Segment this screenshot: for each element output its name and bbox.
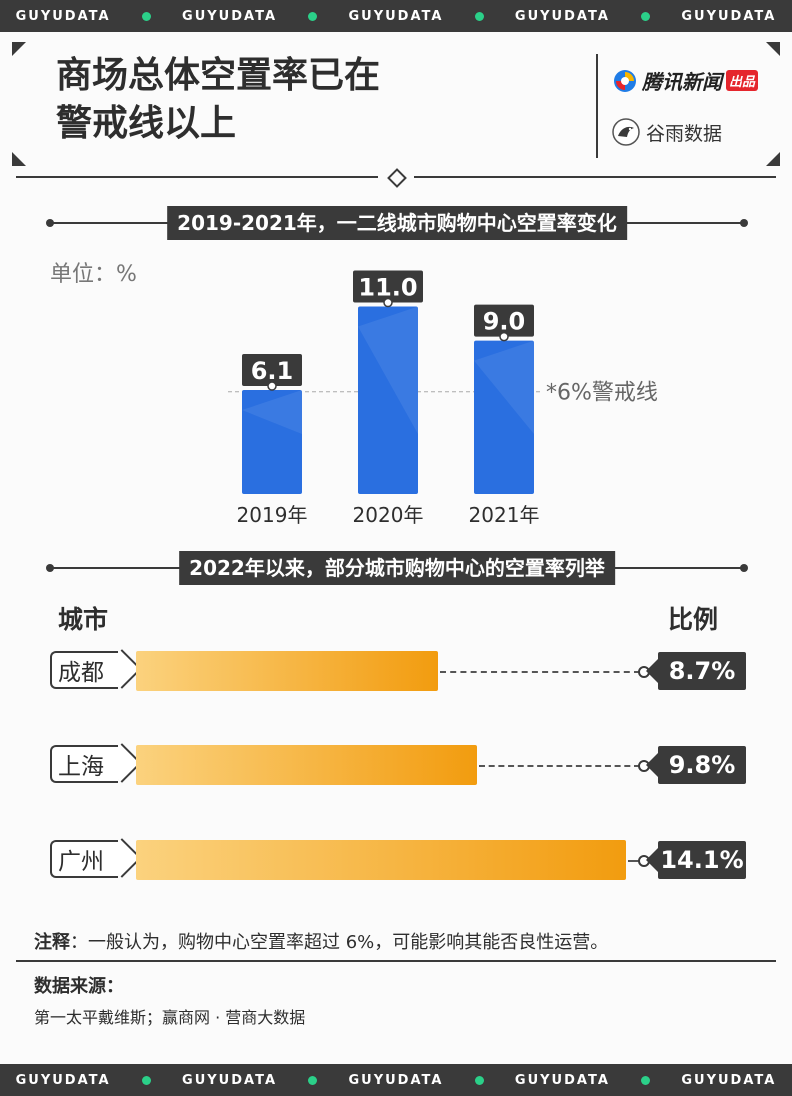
page-title: 商场总体空置率已在 警戒线以上 bbox=[56, 52, 486, 148]
green-dot-icon bbox=[141, 11, 151, 21]
strip-text: GUYUDATA bbox=[348, 8, 444, 24]
green-dot-icon bbox=[641, 1075, 651, 1085]
value-marker bbox=[499, 331, 509, 342]
note-text: ：一般认为，购物中心空置率超过 6%，可能影响其能否良性运营。 bbox=[70, 932, 609, 953]
bar-highlight bbox=[242, 390, 302, 434]
tencent-logo-text: 腾讯新闻 bbox=[642, 70, 722, 94]
value-marker bbox=[267, 381, 277, 391]
category-label: 2020年 bbox=[353, 503, 424, 527]
vacancy-value: 8.7% bbox=[646, 652, 746, 690]
title-line-2: 警戒线以上 bbox=[56, 103, 237, 144]
header-divider bbox=[414, 176, 776, 178]
city-name: 广州 bbox=[58, 849, 104, 875]
reference-line-label: *6%警戒线 bbox=[546, 381, 658, 406]
vacancy-trend-chart: *6%警戒线 6.1 2019年 11.0 2020年 9.0 2021年 bbox=[228, 270, 658, 527]
bar-leader-line bbox=[628, 860, 640, 862]
green-dot-icon bbox=[308, 11, 318, 21]
vacancy-bar bbox=[136, 745, 477, 785]
column-header-city: 城市 bbox=[58, 605, 109, 634]
green-dot-icon bbox=[141, 1075, 151, 1085]
title-line-1: 商场总体空置率已在 bbox=[56, 55, 381, 96]
value-label-box bbox=[353, 270, 423, 303]
corner-decoration bbox=[12, 152, 26, 166]
strip-text: GUYUDATA bbox=[182, 1072, 278, 1088]
note-label: 注释 bbox=[34, 932, 70, 953]
tencent-bell-icon bbox=[614, 69, 636, 92]
green-dot-icon bbox=[308, 1075, 318, 1085]
source-text: 第一太平戴维斯；赢商网 · 营商大数据 bbox=[34, 1008, 306, 1027]
city-tag: 成都 bbox=[50, 649, 142, 689]
city-name: 成都 bbox=[58, 660, 104, 686]
vacancy-value: 14.1% bbox=[646, 841, 746, 879]
guyu-logo-text: 谷雨数据 bbox=[646, 122, 723, 145]
note: 注释：一般认为，购物中心空置率超过 6%，可能影响其能否良性运营。 bbox=[34, 928, 608, 954]
source-title: 数据来源： bbox=[34, 976, 124, 997]
footer-divider bbox=[16, 960, 776, 962]
city-tag: 广州 bbox=[50, 838, 142, 878]
tencent-logo-badge: 出品 bbox=[726, 70, 759, 91]
guyu-data-logo: 谷雨数据 bbox=[612, 118, 722, 146]
value-label: 6.1 bbox=[251, 357, 294, 385]
value-label: 11.0 bbox=[358, 274, 417, 302]
vacancy-value: 9.8% bbox=[646, 746, 746, 784]
strip-text: GUYUDATA bbox=[681, 1072, 777, 1088]
vacancy-bar bbox=[136, 651, 438, 691]
green-dot-icon bbox=[474, 1075, 484, 1085]
value-label: 9.0 bbox=[483, 308, 526, 336]
value-marker bbox=[383, 297, 393, 308]
strip-text: GUYUDATA bbox=[15, 8, 111, 24]
value-label-box bbox=[242, 354, 302, 387]
bar-leader-line bbox=[440, 671, 640, 673]
corner-decoration bbox=[766, 42, 780, 56]
corner-decoration bbox=[766, 152, 780, 166]
city-name: 上海 bbox=[58, 754, 104, 780]
strip-text: GUYUDATA bbox=[348, 1072, 444, 1088]
infographic-card: 商场总体空置率已在 警戒线以上 腾讯新闻 出品 谷雨数据 bbox=[0, 32, 792, 1064]
value-label-box bbox=[474, 304, 534, 337]
category-label: 2019年 bbox=[237, 503, 308, 527]
corner-decoration bbox=[12, 42, 26, 56]
top-brand-strip: GUYUDATA GUYUDATA GUYUDATA GUYUDATA GUYU… bbox=[0, 0, 792, 32]
unit-label: 单位：% bbox=[50, 262, 137, 287]
strip-text: GUYUDATA bbox=[514, 8, 610, 24]
section-title-cities: 2022年以来，部分城市购物中心的空置率列举 bbox=[179, 551, 615, 585]
green-dot-icon bbox=[641, 11, 651, 21]
bar bbox=[474, 340, 534, 494]
bird-icon bbox=[612, 118, 640, 146]
city-tag: 上海 bbox=[50, 743, 142, 783]
category-label: 2021年 bbox=[469, 503, 540, 527]
header-separator bbox=[596, 54, 598, 158]
column-header-ratio: 比例 bbox=[668, 605, 719, 634]
vacancy-bar bbox=[136, 840, 626, 880]
bar-leader-line bbox=[479, 765, 640, 767]
strip-text: GUYUDATA bbox=[514, 1072, 610, 1088]
section-title-trend: 2019-2021年，一二线城市购物中心空置率变化 bbox=[167, 206, 627, 240]
green-dot-icon bbox=[474, 11, 484, 21]
tencent-news-logo: 腾讯新闻 出品 bbox=[612, 66, 759, 95]
strip-text: GUYUDATA bbox=[182, 8, 278, 24]
bar-highlight bbox=[474, 340, 534, 434]
bar bbox=[358, 306, 418, 494]
bar-highlight bbox=[358, 306, 418, 434]
bottom-brand-strip: GUYUDATA GUYUDATA GUYUDATA GUYUDATA GUYU… bbox=[0, 1064, 792, 1096]
bar bbox=[242, 390, 302, 494]
strip-text: GUYUDATA bbox=[681, 8, 777, 24]
header-divider bbox=[16, 176, 378, 178]
strip-text: GUYUDATA bbox=[15, 1072, 111, 1088]
